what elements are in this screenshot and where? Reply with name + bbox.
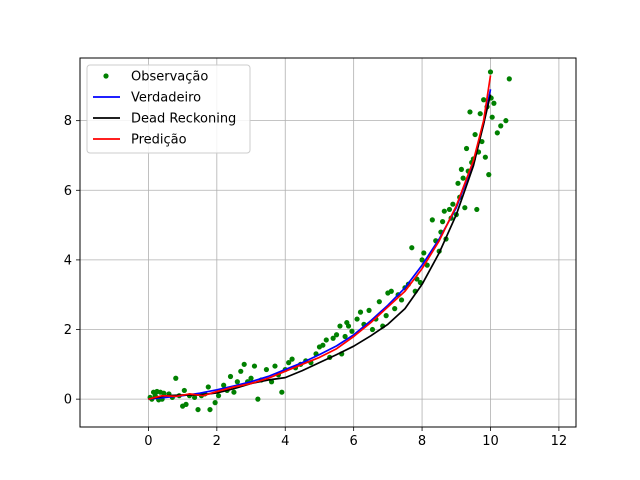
point-observacao <box>342 333 348 340</box>
point-observacao <box>439 219 446 225</box>
point-observacao <box>205 384 211 390</box>
point-observacao <box>455 180 461 186</box>
point-observacao <box>183 401 189 407</box>
y-tick-label: 0 <box>64 393 72 408</box>
point-observacao <box>446 206 453 213</box>
series-layer <box>147 69 512 413</box>
legend-box <box>86 64 251 154</box>
point-observacao <box>212 400 218 406</box>
point-observacao <box>482 154 488 160</box>
point-observacao <box>419 257 425 263</box>
point-observacao <box>181 387 187 394</box>
point-observacao <box>279 389 285 395</box>
x-tick-label: 6 <box>350 434 358 449</box>
point-observacao <box>227 373 234 380</box>
x-tick-label: 10 <box>482 434 499 449</box>
point-observacao <box>421 250 427 256</box>
point-observacao <box>503 118 509 124</box>
y-tick-label: 2 <box>64 323 72 338</box>
point-observacao <box>330 335 336 341</box>
point-observacao <box>241 361 247 367</box>
point-observacao <box>251 363 258 369</box>
legend-marker-observacao <box>103 73 109 79</box>
point-observacao <box>472 131 478 138</box>
point-observacao <box>491 100 497 106</box>
point-observacao <box>398 297 405 303</box>
x-axis-ticks: 0 2 4 6 8 10 12 <box>144 427 567 449</box>
point-observacao <box>477 111 483 117</box>
point-observacao <box>458 166 465 172</box>
point-observacao <box>388 288 394 294</box>
x-tick-label: 8 <box>418 434 426 449</box>
y-tick-label: 8 <box>64 114 72 129</box>
x-tick-label: 12 <box>551 434 568 449</box>
point-observacao <box>263 366 270 373</box>
point-observacao <box>231 389 237 395</box>
point-observacao <box>161 390 167 396</box>
y-tick-label: 4 <box>64 253 72 268</box>
point-observacao <box>337 323 343 329</box>
legend-label-dead-reckoning: Dead Reckoning <box>131 112 236 127</box>
point-observacao <box>429 217 435 223</box>
point-observacao <box>191 394 198 401</box>
point-observacao <box>489 114 495 120</box>
legend-label-verdadeiro: Verdadeiro <box>131 91 201 106</box>
point-observacao <box>487 69 494 75</box>
point-observacao <box>479 138 485 145</box>
y-axis-ticks: 0 2 4 6 8 <box>64 114 80 408</box>
legend-label-observacao: Observação <box>131 70 208 85</box>
point-observacao <box>333 332 340 338</box>
plot-frame <box>79 57 577 428</box>
point-observacao <box>498 123 504 129</box>
point-observacao <box>462 205 468 211</box>
series-line-predicao <box>148 75 492 401</box>
point-observacao <box>376 299 382 305</box>
x-tick-label: 0 <box>144 434 152 449</box>
point-observacao <box>494 130 500 136</box>
point-observacao <box>463 145 470 152</box>
point-observacao <box>234 379 240 385</box>
point-observacao <box>289 356 295 362</box>
point-observacao <box>272 363 278 369</box>
point-observacao <box>409 245 415 251</box>
legend-label-predicao: Predição <box>131 133 187 148</box>
point-observacao <box>349 328 355 334</box>
point-observacao <box>506 76 512 82</box>
point-observacao <box>354 316 360 322</box>
point-observacao <box>460 175 466 181</box>
point-observacao <box>357 309 364 315</box>
point-observacao <box>215 393 222 399</box>
point-observacao <box>195 406 201 413</box>
point-observacao <box>255 396 261 402</box>
point-observacao <box>173 375 179 381</box>
point-observacao <box>221 382 227 388</box>
point-observacao <box>441 208 447 214</box>
y-tick-label: 6 <box>64 184 72 199</box>
point-observacao <box>238 368 244 374</box>
legend: Observação Verdadeiro Dead Reckoning Prediç… <box>86 64 251 154</box>
point-observacao <box>320 342 326 348</box>
point-observacao <box>392 306 398 312</box>
point-observacao <box>467 109 473 115</box>
point-observacao <box>207 406 213 413</box>
point-observacao <box>486 172 492 178</box>
x-tick-label: 2 <box>213 434 221 449</box>
point-observacao <box>474 206 480 213</box>
x-tick-label: 4 <box>281 434 289 449</box>
point-observacao <box>345 323 352 329</box>
point-observacao <box>323 337 329 343</box>
point-observacao <box>481 97 487 103</box>
point-observacao <box>383 313 389 319</box>
point-observacao <box>369 326 376 333</box>
point-observacao <box>366 307 372 313</box>
point-observacao <box>450 201 456 207</box>
point-observacao <box>286 359 292 366</box>
point-observacao <box>248 375 254 381</box>
